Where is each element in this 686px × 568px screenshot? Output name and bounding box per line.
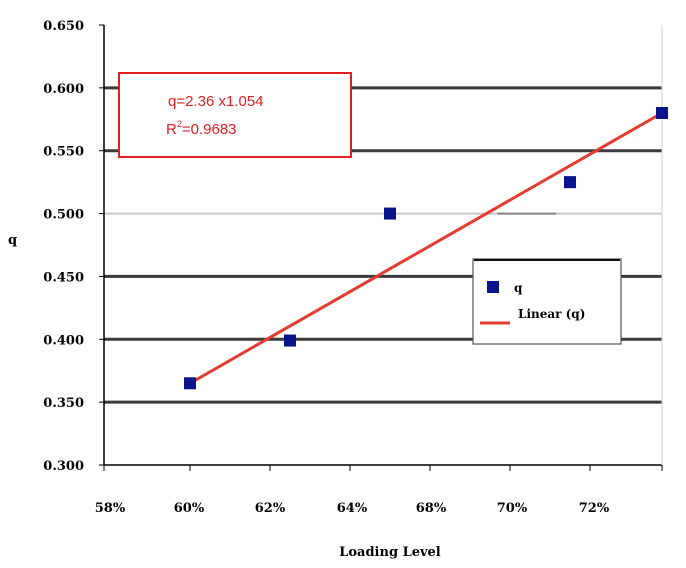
trendline bbox=[189, 111, 663, 385]
x-tick-label: 68% bbox=[416, 501, 447, 516]
y-tick-label: 0.500 bbox=[43, 208, 84, 223]
x-tick-label: 60% bbox=[174, 501, 205, 516]
y-axis-tick-labels: 0.300 0.350 0.400 0.450 0.500 0.550 0.600 0.650 bbox=[43, 19, 84, 474]
x-tick-label: 64% bbox=[337, 501, 368, 516]
equation-box-frame bbox=[118, 72, 352, 158]
legend-label-q: q bbox=[514, 281, 523, 295]
data-point bbox=[564, 176, 576, 189]
data-point bbox=[656, 107, 668, 119]
y-tick-label: 0.300 bbox=[43, 459, 84, 474]
data-point bbox=[284, 334, 296, 347]
y-tick-label: 0.400 bbox=[43, 333, 84, 348]
trendline-layer bbox=[189, 111, 663, 385]
y-axis-title: q bbox=[8, 233, 17, 248]
legend: q Linear (q) bbox=[472, 258, 622, 345]
x-axis-title: Loading Level bbox=[339, 545, 441, 560]
equation-box: q=2.36 x1.054 R2=0.9683 bbox=[118, 72, 352, 158]
legend-label-linear: Linear (q) bbox=[518, 307, 585, 321]
x-tick-label: 72% bbox=[579, 501, 610, 516]
y-tick-label: 0.550 bbox=[43, 145, 84, 160]
y-tick-label: 0.650 bbox=[43, 19, 84, 34]
x-tick-label: 62% bbox=[255, 501, 286, 516]
data-point bbox=[384, 207, 396, 220]
x-tick-label: 58% bbox=[95, 501, 126, 516]
legend-frame bbox=[472, 258, 622, 345]
y-tick-label: 0.350 bbox=[43, 396, 84, 411]
y-tick-label: 0.450 bbox=[43, 270, 84, 285]
x-axis-tick-labels: 58% 60% 62% 64% 68% 70% 72% bbox=[95, 501, 610, 516]
x-tick-label: 70% bbox=[497, 501, 528, 516]
legend-marker-q bbox=[487, 281, 499, 293]
axes bbox=[103, 25, 663, 471]
r-squared-value: =0.9683 bbox=[182, 121, 237, 138]
data-points-layer bbox=[184, 107, 668, 390]
r-squared-superscript: 2 bbox=[177, 119, 182, 129]
y-tick-label: 0.600 bbox=[43, 82, 84, 97]
equation-text: q=2.36 x1.054 bbox=[168, 93, 264, 110]
r-squared-prefix: R bbox=[166, 121, 177, 138]
r-squared-text: R2=0.9683 bbox=[166, 119, 237, 138]
data-point bbox=[184, 377, 196, 390]
